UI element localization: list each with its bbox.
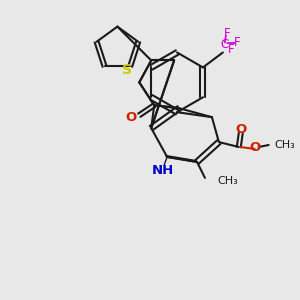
Text: O: O (249, 140, 260, 154)
Text: F: F (233, 36, 240, 49)
Text: NH: NH (152, 164, 174, 177)
Text: O: O (126, 111, 137, 124)
Text: F: F (227, 43, 234, 56)
Text: S: S (122, 63, 132, 77)
Text: C: C (221, 38, 229, 51)
Text: F: F (224, 27, 230, 40)
Text: O: O (235, 123, 246, 136)
Text: CH₃: CH₃ (274, 140, 296, 150)
Text: CH₃: CH₃ (217, 176, 238, 186)
